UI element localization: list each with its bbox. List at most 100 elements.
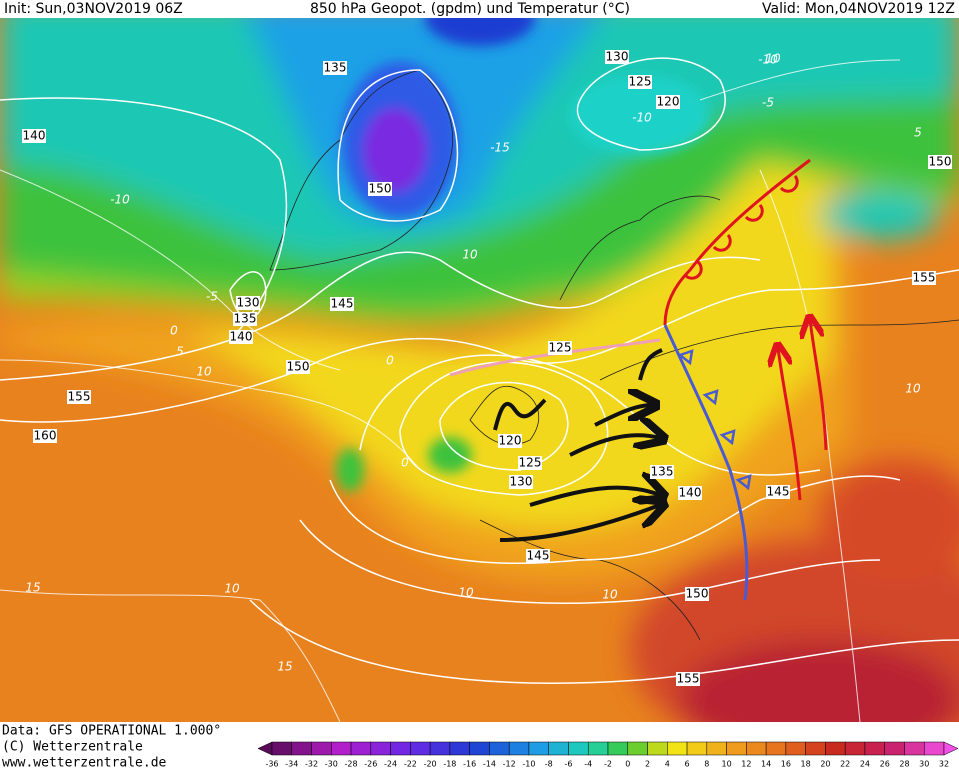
scale-box [350, 741, 372, 756]
temperature-label: 10 [905, 382, 921, 396]
scale-label: -30 [325, 760, 338, 769]
label-box [548, 341, 572, 355]
scale-box [548, 741, 569, 756]
scale-label: -18 [443, 760, 456, 769]
scale-label: -36 [265, 760, 278, 769]
scale-label: -8 [545, 760, 553, 769]
geopotential-label: 150 [287, 360, 310, 374]
scale-label: 22 [840, 760, 850, 769]
scale-label: 20 [820, 760, 830, 769]
scale-label: -20 [424, 760, 437, 769]
label-box [678, 486, 702, 500]
geopotential-label: 155 [913, 271, 936, 285]
geopotential-label: 135 [234, 312, 257, 326]
scale-label: 2 [645, 760, 650, 769]
scale-box [390, 741, 411, 756]
scale-arrow-right [943, 741, 959, 756]
isohypses [0, 57, 959, 684]
scale-box [825, 741, 846, 756]
init-time: Init: Sun,03NOV2019 06Z [4, 1, 183, 17]
scale-box [864, 741, 885, 756]
temperature-label: 10 [462, 248, 478, 262]
geopotential-label: 140 [230, 330, 253, 344]
temperature-label: 5 [176, 345, 184, 359]
label-box [236, 296, 260, 310]
scale-box [686, 741, 708, 756]
scale-label: -10 [522, 760, 535, 769]
scale-label: 30 [919, 760, 929, 769]
temperature-label: -5 [762, 96, 774, 110]
temperature-label: 5 [914, 126, 922, 140]
fronts [449, 158, 828, 601]
scale-box [469, 741, 490, 756]
scale-label: -34 [285, 760, 298, 769]
label-box [33, 429, 57, 443]
map-title: 850 hPa Geopot. (gpdm) und Temperatur (°… [310, 1, 630, 17]
valid-time: Valid: Mon,04NOV2019 12Z [762, 1, 955, 17]
scale-box [746, 741, 767, 756]
scale-box [331, 741, 352, 756]
geopotential-label: 150 [929, 155, 952, 169]
scale-label: 8 [704, 760, 709, 769]
scale-box [568, 741, 589, 756]
website: www.wetterzentrale.de [2, 756, 167, 770]
scale-label: -14 [483, 760, 496, 769]
contour-labels: 1351301251201501401501301351401451251501… [22, 50, 952, 686]
scale-box [429, 741, 451, 756]
scale-box [706, 741, 727, 756]
scale-label: 26 [880, 760, 890, 769]
scale-box [627, 741, 648, 756]
scale-box [587, 741, 609, 756]
geopotential-label: 150 [686, 587, 709, 601]
scale-label: -4 [584, 760, 592, 769]
scale-box [370, 741, 391, 756]
label-box [766, 485, 790, 499]
copyright: (C) Wetterzentrale [2, 740, 143, 755]
temperature-label: 15 [25, 581, 40, 595]
temperature-label: -10 [758, 53, 778, 67]
temperature-label: 10 [458, 586, 474, 600]
scale-box [884, 741, 905, 756]
temperature-label: -5 [206, 290, 218, 304]
temperature-label: 15 [277, 660, 292, 674]
temperature-label: 10 [602, 588, 618, 602]
scale-box [904, 741, 925, 756]
geopotential-label: 130 [237, 296, 260, 310]
label-box [286, 360, 310, 374]
label-box [605, 50, 629, 64]
label-box [526, 549, 550, 563]
scale-label: 16 [781, 760, 791, 769]
label-box [323, 61, 347, 75]
temperature-label: -15 [490, 141, 510, 155]
label-box [368, 182, 392, 196]
scale-box [667, 741, 688, 756]
temperature-label: -10 [110, 193, 130, 207]
scale-label: 18 [801, 760, 811, 769]
isotherms [0, 59, 901, 722]
geopotential-label: 145 [331, 297, 354, 311]
temperature-label: 0 [170, 324, 178, 338]
scale-label: 10 [721, 760, 731, 769]
label-box [518, 456, 542, 470]
scale-box [311, 741, 332, 756]
label-box [650, 465, 674, 479]
scale-label: 12 [741, 760, 751, 769]
scale-box [271, 741, 293, 756]
scale-label: -32 [305, 760, 318, 769]
geopotential-label: 120 [499, 434, 522, 448]
temperature-label: 10 [765, 52, 781, 66]
scale-box [489, 741, 510, 756]
scale-label: -12 [503, 760, 516, 769]
scale-label: -24 [384, 760, 397, 769]
label-box [22, 129, 46, 143]
temperature-label: -10 [632, 111, 652, 125]
scale-box [607, 741, 629, 756]
label-box [685, 587, 709, 601]
label-box [628, 75, 652, 89]
scale-box [449, 741, 470, 756]
scale-box [923, 741, 945, 756]
geopotential-label: 135 [651, 465, 674, 479]
label-box [498, 434, 522, 448]
scale-label: -26 [364, 760, 377, 769]
